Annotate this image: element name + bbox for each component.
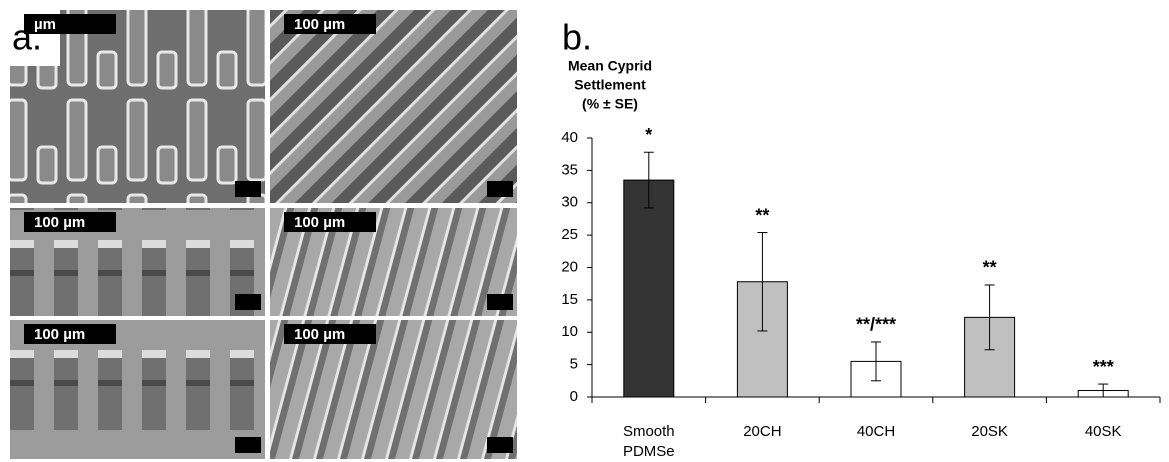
scale-bar bbox=[235, 181, 261, 197]
bar bbox=[624, 180, 674, 397]
y-tick-label: 40 bbox=[561, 129, 578, 146]
y-tick-label: 15 bbox=[561, 291, 578, 308]
sem-image bbox=[270, 10, 517, 203]
y-tick-label: 20 bbox=[561, 258, 578, 275]
scale-label: 100 µm bbox=[294, 214, 345, 231]
y-tick-label: 25 bbox=[561, 226, 578, 243]
scale-bar bbox=[235, 294, 261, 310]
y-axis-title: Settlement bbox=[574, 77, 646, 93]
scale-bar bbox=[235, 437, 261, 453]
scale-label: 100 µm bbox=[294, 16, 345, 33]
x-tick-label: 20SK bbox=[950, 422, 1030, 442]
figure: a. b. µm100 µm100 µm100 µm100 µm100 µmMe… bbox=[0, 0, 1169, 459]
scale-label: µm bbox=[34, 16, 56, 33]
y-tick-label: 10 bbox=[561, 323, 578, 340]
annotation: *** bbox=[1093, 357, 1114, 377]
y-axis-title: (% ± SE) bbox=[582, 96, 638, 112]
y-tick-label: 35 bbox=[561, 161, 578, 178]
x-tick-label: 40SK bbox=[1063, 422, 1143, 442]
x-tick-label: 40CH bbox=[836, 422, 916, 442]
y-tick-label: 5 bbox=[570, 356, 578, 373]
scale-bar bbox=[487, 181, 513, 197]
annotation: ** bbox=[755, 205, 769, 225]
annotation: * bbox=[645, 125, 652, 145]
x-tick-label: Smooth PDMSe bbox=[609, 422, 689, 462]
page: {"panel_a": {"label": "a.", "scale_label… bbox=[0, 0, 1169, 459]
scale-label: 100 µm bbox=[34, 214, 85, 231]
x-tick-label: 20CH bbox=[722, 422, 802, 442]
scale-label: 100 µm bbox=[34, 326, 85, 343]
annotation: ** bbox=[983, 258, 997, 278]
panel-label: b. bbox=[562, 17, 592, 58]
scale-bar bbox=[487, 294, 513, 310]
y-tick-label: 0 bbox=[570, 388, 578, 405]
y-axis-title: Mean Cyprid bbox=[568, 58, 652, 74]
scale-label: 100 µm bbox=[294, 326, 345, 343]
y-tick-label: 30 bbox=[561, 194, 578, 211]
annotation: **/*** bbox=[856, 315, 896, 335]
scale-bar bbox=[487, 437, 513, 453]
